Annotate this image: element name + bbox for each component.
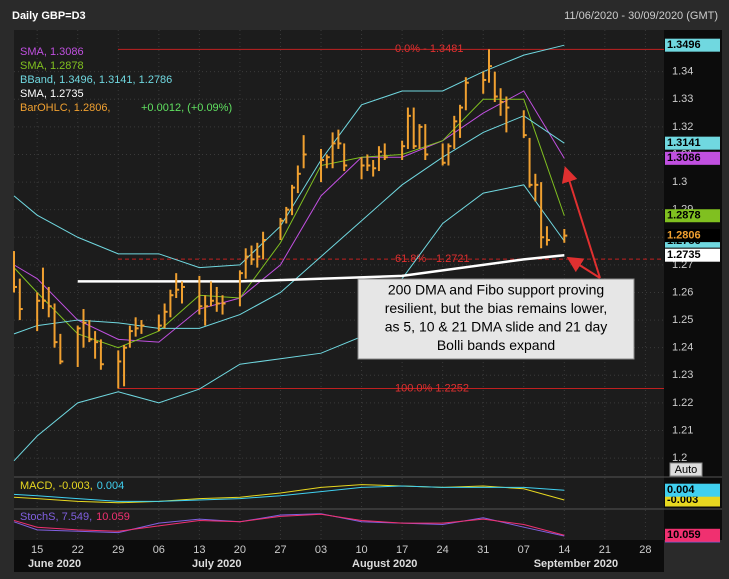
x-tick-label: 29 [112, 544, 124, 556]
legend-entry: BarOHLC, 1.2806, [20, 102, 111, 114]
x-tick-label: 14 [558, 544, 570, 556]
legend-entry: SMA, 1.3086 [20, 46, 84, 58]
price-tag-label: 1.2878 [667, 210, 701, 222]
annotation-box [357, 278, 635, 360]
annotation-line: 200 DMA and Fibo support proving [388, 282, 604, 298]
legend-entry: SMA, 1.2735 [20, 88, 84, 100]
legend-entry: SMA, 1.2878 [20, 60, 84, 72]
month-label: September 2020 [534, 558, 618, 570]
price-tag-label: -0.003 [667, 494, 698, 506]
price-tag [665, 493, 720, 507]
x-tick-label: 06 [153, 544, 165, 556]
legend-entry: 0.004 [97, 480, 125, 492]
price-tag [665, 248, 720, 262]
price-tag [665, 151, 720, 165]
marks: 1.21.211.221.231.241.251.261.271.281.291… [13, 30, 720, 570]
annotation-line: resilient, but the bias remains lower, [385, 300, 608, 316]
indicator-line [77, 253, 565, 283]
price-axis [664, 30, 722, 540]
legend-entry: 10.059 [96, 511, 130, 523]
legend-entry: BBand, 1.3496, 1.3141, 1.2786 [20, 74, 172, 86]
auto-button[interactable] [669, 462, 703, 477]
month-label: August 2020 [352, 558, 417, 570]
indicator-line [13, 115, 565, 335]
annotation-line: Bolli bands expand [437, 337, 555, 353]
x-tick-label: 13 [193, 544, 205, 556]
price-tag [665, 229, 720, 243]
legend-entry: MACD, -0.003, [20, 480, 93, 492]
time-axis [14, 540, 664, 572]
x-tick-label: 22 [72, 544, 84, 556]
arrow [561, 166, 601, 279]
price-tag-label: 1.2806 [667, 230, 701, 242]
y-tick-label: 1.27 [672, 259, 693, 271]
legend-entry: StochS, 7.549, [20, 511, 92, 523]
indicator-line [13, 485, 565, 502]
price-tag-label: 0.004 [667, 484, 695, 496]
fib-label: 61.8% - 1.2721 [395, 253, 470, 265]
x-tick-label: 31 [477, 544, 489, 556]
y-tick-label: 1.21 [672, 424, 693, 436]
fib-label: 100.0% 1.2252 [395, 382, 469, 394]
price-tag-label: 1.3086 [667, 152, 701, 164]
fib-label: 0.0% - 1.3481 [395, 43, 464, 55]
month-label: June 2020 [28, 558, 81, 570]
price-tag [665, 528, 720, 542]
x-tick-label: 28 [639, 544, 651, 556]
arrow [566, 256, 601, 279]
y-tick-label: 1.3 [672, 176, 687, 188]
y-tick-label: 1.2 [672, 452, 687, 464]
x-tick-label: 17 [396, 544, 408, 556]
price-tag [665, 209, 720, 223]
x-tick-label: 07 [518, 544, 530, 556]
annotation-line: as 5, 10 & 21 DMA slide and 21 day [385, 319, 608, 335]
x-tick-label: 20 [234, 544, 246, 556]
y-tick-label: 1.22 [672, 397, 693, 409]
price-tag-label: 1.2735 [667, 249, 701, 261]
x-tick-label: 21 [599, 544, 611, 556]
y-tick-label: 1.26 [672, 286, 693, 298]
indicator-line [13, 90, 565, 343]
x-tick-label: 03 [315, 544, 327, 556]
y-tick-label: 1.25 [672, 314, 693, 326]
x-tick-label: 10 [355, 544, 367, 556]
price-tag [665, 483, 720, 497]
legend-entry: +0.0012, (+0.09%) [141, 102, 232, 114]
x-tick-label: 24 [437, 544, 449, 556]
auto-button-label[interactable]: Auto [675, 464, 698, 476]
x-tick-label: 27 [274, 544, 286, 556]
y-tick-label: 1.32 [672, 121, 693, 133]
chart-subtitle: 11/06/2020 - 30/09/2020 (GMT) [564, 10, 718, 22]
indicator-line [13, 484, 565, 504]
price-tag-label: 10.059 [667, 529, 701, 541]
y-tick-label: 1.23 [672, 369, 693, 381]
y-tick-label: 1.24 [672, 342, 693, 354]
price-tag [665, 38, 720, 52]
price-tag-label: 1.3496 [667, 39, 701, 51]
y-tick-label: 1.34 [672, 66, 693, 78]
price-tag-label: 1.3141 [667, 137, 701, 149]
chart-title: Daily GBP=D3 [12, 10, 86, 22]
indicator-line [13, 184, 565, 462]
indicator-line [13, 513, 565, 536]
x-tick-label: 15 [31, 544, 43, 556]
month-label: July 2020 [192, 558, 242, 570]
price-tag [665, 136, 720, 150]
y-tick-label: 1.33 [672, 93, 693, 105]
